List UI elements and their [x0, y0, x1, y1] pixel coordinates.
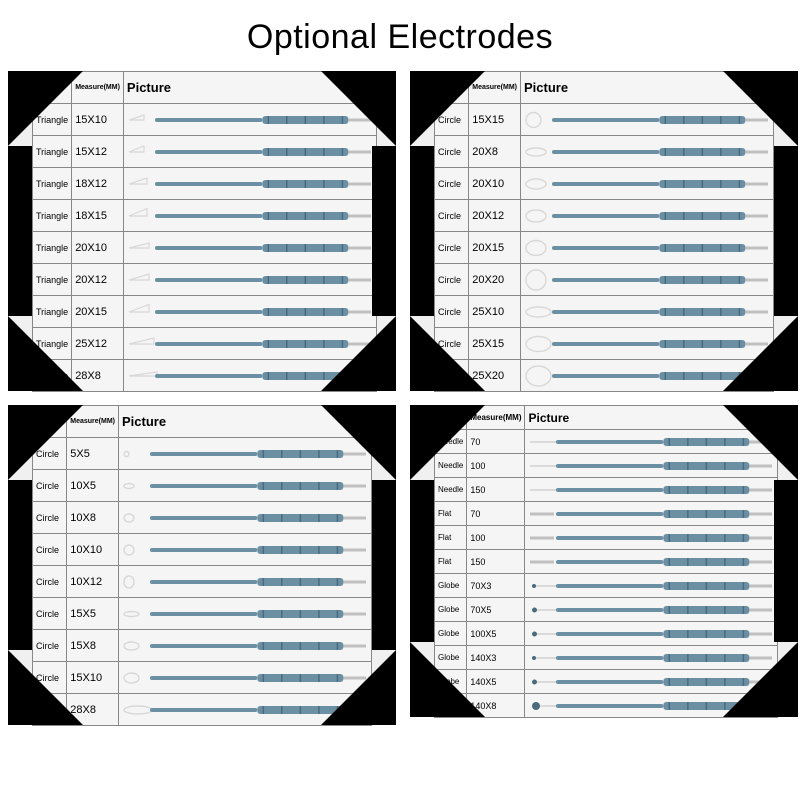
cell-measure: 150: [467, 550, 525, 574]
cell-shape: Circle: [33, 502, 67, 534]
cell-measure: 18X12: [72, 168, 124, 200]
table-row: Needle 150: [435, 478, 778, 502]
table-row: Flat 70: [435, 502, 778, 526]
cell-measure: 20X12: [72, 264, 124, 296]
cell-shape: Circle: [435, 168, 469, 200]
cell-picture: [123, 232, 376, 264]
cell-shape: Triangle: [33, 264, 72, 296]
cell-picture: [525, 502, 778, 526]
cell-shape: Circle: [33, 534, 67, 566]
table-row: Triangle 20X12: [33, 264, 377, 296]
table-row: Circle 10X10: [33, 534, 372, 566]
cell-shape: Triangle: [33, 200, 72, 232]
cell-shape: Flat: [435, 550, 467, 574]
cell-shape: Circle: [435, 232, 469, 264]
table-row: Circle 20X15: [435, 232, 774, 264]
cell-picture: [119, 534, 372, 566]
page-title: Optional Electrodes: [0, 0, 800, 71]
cell-measure: 10X10: [67, 534, 119, 566]
table-row: Flat 150: [435, 550, 778, 574]
panel-grid: Shape Measure(MM) Picture Triangle 15X10…: [0, 71, 800, 725]
table-row: Triangle 18X12: [33, 168, 377, 200]
cell-picture: [123, 200, 376, 232]
cell-picture: [521, 232, 774, 264]
cell-measure: 20X20: [469, 264, 521, 296]
panel-triangle: Shape Measure(MM) Picture Triangle 15X10…: [8, 71, 396, 391]
table-row: Circle 10X12: [33, 566, 372, 598]
cell-measure: 10X12: [67, 566, 119, 598]
table-row: Circle 20X10: [435, 168, 774, 200]
table-row: Circle 10X8: [33, 502, 372, 534]
cell-picture: [119, 502, 372, 534]
cell-measure: 100: [467, 526, 525, 550]
cell-measure: 20X15: [469, 232, 521, 264]
cell-measure: 20X10: [469, 168, 521, 200]
table-row: Globe 70X3: [435, 574, 778, 598]
cell-shape: Needle: [435, 478, 467, 502]
cell-measure: 20X12: [469, 200, 521, 232]
cell-picture: [123, 168, 376, 200]
cell-measure: 150: [467, 478, 525, 502]
cell-measure: 70X3: [467, 574, 525, 598]
cell-picture: [525, 598, 778, 622]
table-row: Globe 70X5: [435, 598, 778, 622]
panel-circle-small: Shape Measure(MM) Picture Circle 5X5 Cir…: [8, 405, 396, 725]
cell-shape: Triangle: [33, 168, 72, 200]
cell-shape: Circle: [33, 598, 67, 630]
table-row: Circle 20X12: [435, 200, 774, 232]
cell-picture: [119, 566, 372, 598]
table-row: Triangle 20X10: [33, 232, 377, 264]
cell-shape: Globe: [435, 574, 467, 598]
table-row: Circle 20X20: [435, 264, 774, 296]
cell-shape: Flat: [435, 502, 467, 526]
cell-picture: [525, 478, 778, 502]
cell-measure: 20X10: [72, 232, 124, 264]
cell-picture: [525, 574, 778, 598]
table-row: Circle 15X5: [33, 598, 372, 630]
panel-mixed: Shape Measure(MM) Picture Needle 70 Need…: [410, 405, 798, 717]
table-row: Triangle 18X15: [33, 200, 377, 232]
cell-shape: Circle: [33, 566, 67, 598]
cell-picture: [525, 526, 778, 550]
cell-shape: Circle: [435, 264, 469, 296]
cell-picture: [521, 200, 774, 232]
cell-measure: 15X5: [67, 598, 119, 630]
cell-measure: 70: [467, 502, 525, 526]
cell-picture: [521, 264, 774, 296]
cell-shape: Circle: [435, 200, 469, 232]
table-row: Flat 100: [435, 526, 778, 550]
cell-picture: [525, 550, 778, 574]
cell-shape: Triangle: [33, 232, 72, 264]
cell-measure: 10X8: [67, 502, 119, 534]
cell-picture: [123, 264, 376, 296]
cell-picture: [521, 168, 774, 200]
cell-shape: Flat: [435, 526, 467, 550]
cell-measure: 18X15: [72, 200, 124, 232]
cell-measure: 70X5: [467, 598, 525, 622]
cell-picture: [119, 598, 372, 630]
cell-shape: Globe: [435, 598, 467, 622]
panel-circle-large: Shape Measure(MM) Picture Circle 15X15 C…: [410, 71, 798, 391]
